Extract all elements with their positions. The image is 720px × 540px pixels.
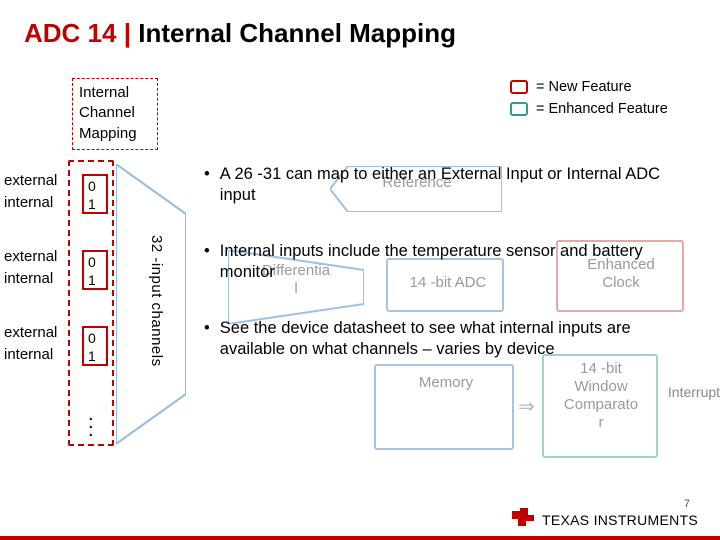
bullet-1-text: A 26 -31 can map to either an External I… [220,164,674,207]
ghost-arrow-icon: ⇒ [518,394,535,419]
bullet-dot-icon: • [204,318,210,361]
icm-line2: Channel [79,103,151,123]
bullet-list: • A 26 -31 can map to either an External… [204,164,674,395]
mux-box-2: 0 1 [82,250,108,290]
label-external: external [4,172,57,189]
legend-swatch-red [510,80,528,94]
title-prefix: ADC 14 [24,18,116,48]
bullet-2-text: Internal inputs include the temperature … [220,241,674,284]
bullet-dot-icon: • [204,241,210,284]
title-sep: | [116,18,138,48]
mux-0: 0 [88,253,102,271]
mux-0: 0 [88,329,102,347]
slide-title: ADC 14 | Internal Channel Mapping [24,18,456,49]
icm-line3: Mapping [79,124,151,144]
legend-new-feature: = New Feature [510,78,670,98]
internal-channel-mapping-box: Internal Channel Mapping [72,78,158,150]
legend-new-label: = New Feature [536,78,632,98]
label-external: external [4,248,57,265]
mux-1: 1 [88,347,102,365]
bullet-3-text: See the device datasheet to see what int… [220,318,674,361]
ti-chip-icon [510,507,536,532]
icm-line1: Internal [79,83,151,103]
legend-swatch-teal [510,102,528,116]
label-internal: internal [4,194,53,211]
mux-box-3: 0 1 [82,326,108,366]
brand-logo: TEXAS INSTRUMENTS [510,507,698,532]
brand-name: TEXAS INSTRUMENTS [542,512,698,528]
bullet-2: • Internal inputs include the temperatur… [204,241,674,284]
title-rest: Internal Channel Mapping [138,18,456,48]
label-external: external [4,324,57,341]
label-internal: internal [4,346,53,363]
bullet-3: • See the device datasheet to see what i… [204,318,674,361]
channel-pair-2: external internal 0 1 [4,252,174,312]
channel-pair-3: external internal 0 1 [4,328,174,388]
vertical-ellipsis-icon: ... [88,410,94,434]
footer-red-bar [0,536,720,540]
left-rail: external internal 0 1 external internal … [4,176,174,404]
mux-1: 1 [88,195,102,213]
label-internal: internal [4,270,53,287]
legend: = New Feature = Enhanced Feature [510,78,670,121]
mux-box-1: 0 1 [82,174,108,214]
bullet-dot-icon: • [204,164,210,207]
slide: ADC 14 | Internal Channel Mapping Intern… [0,0,720,540]
legend-enhanced-feature: = Enhanced Feature [510,100,670,120]
channel-pair-1: external internal 0 1 [4,176,174,236]
mux-0: 0 [88,177,102,195]
mux-1: 1 [88,271,102,289]
legend-enhanced-label: = Enhanced Feature [536,100,668,120]
bullet-1: • A 26 -31 can map to either an External… [204,164,674,207]
